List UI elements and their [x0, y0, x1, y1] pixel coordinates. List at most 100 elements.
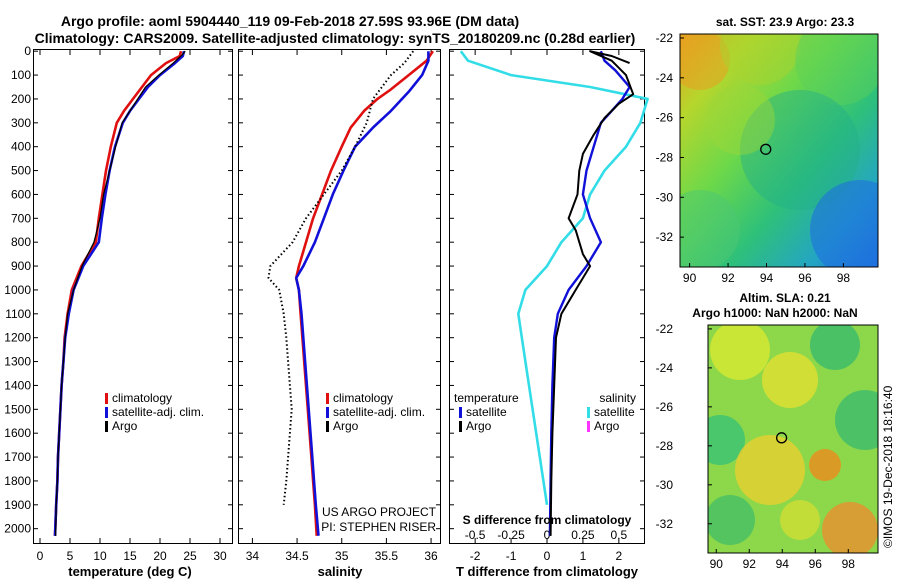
depth-tick-label: 1500 [4, 402, 31, 416]
depth-tick-label: 700 [11, 211, 31, 225]
sst-field-patch [680, 34, 730, 90]
sst-field-patch [810, 180, 878, 267]
x2-tick-label: -0.25 [497, 528, 525, 542]
sla-map-subtitle: Argo h1000: NaN h2000: NaN [692, 306, 857, 320]
sst-map-panel: sat. SST: 23.9 Argo: 23.3 90 92 94 96 98 -22 -… [656, 15, 879, 285]
x2-tick-label: 0.25 [571, 528, 595, 542]
sla-field-patch [708, 495, 755, 545]
legend-label: satellite [466, 405, 507, 419]
x-tick-label: 34.5 [285, 549, 309, 563]
x2-tick-label: 0 [544, 528, 551, 542]
x-tick-label: 25 [183, 549, 197, 563]
map-x-tick-label: 94 [760, 271, 774, 285]
map-y-tick-label: -26 [656, 111, 674, 125]
map-x-tick-label: 92 [743, 557, 757, 571]
map-y-tick-label: -22 [656, 31, 674, 45]
map-y-tick-label: -32 [656, 517, 674, 531]
x-tick-label: 1 [580, 549, 587, 563]
map-y-tick-label: -24 [656, 71, 674, 85]
legend-label: satellite [594, 405, 635, 419]
sla-field-patch [810, 325, 860, 370]
salinity-difference-satellite-line [459, 50, 649, 505]
sst-field-patch [740, 90, 860, 210]
map-x-tick-label: 94 [776, 557, 790, 571]
depth-tick-label: 1800 [4, 474, 31, 488]
depth-tick-label: 1200 [4, 331, 31, 345]
map-x-tick-label: 90 [710, 557, 724, 571]
legend-swatch [326, 393, 329, 404]
depth-tick-label: 1700 [4, 450, 31, 464]
x2-tick-label: -0.5 [465, 528, 486, 542]
map-y-tick-label: -22 [656, 322, 674, 336]
map-y-tick-label: -28 [656, 439, 674, 453]
legend-label: Argo [594, 419, 620, 433]
sla-field-patch [735, 435, 805, 505]
x-tick-label: -2 [470, 549, 481, 563]
difference-x2label: S difference from climatology [463, 513, 632, 527]
legend-label: satellite-adj. clim. [333, 405, 425, 419]
sst-field-patch [705, 85, 775, 155]
sst-field-patch [720, 34, 800, 85]
map-y-tick-label: -26 [656, 400, 674, 414]
x-tick-label: 2 [616, 549, 623, 563]
map-y-tick-label: -30 [656, 478, 674, 492]
credit-line1: US ARGO PROJECT [322, 505, 437, 519]
salinity-line-satellite-adj-clim- [294, 51, 430, 536]
x-tick-label: 30 [213, 549, 227, 563]
temperature-line-argo [54, 50, 186, 536]
depth-tick-label: 100 [11, 68, 31, 82]
legend-swatch [105, 407, 108, 418]
legend-swatch [459, 421, 462, 432]
map-y-tick-label: -30 [656, 190, 674, 204]
salinity-panel: 34 34.5 35 35.5 36 salinity climatologysatel… [238, 49, 441, 579]
depth-tick-label: 1000 [4, 283, 31, 297]
legend-label: climatology [333, 391, 393, 405]
difference-legend: temperature salinitysatelliteArgosatellit… [454, 391, 636, 433]
salinity-line-climatology [294, 50, 434, 536]
x-tick-label: -1 [506, 549, 517, 563]
sla-field-patch [762, 352, 818, 408]
legend-label: climatology [112, 391, 172, 405]
depth-tick-label: 200 [11, 92, 31, 106]
legend-label: Argo [112, 419, 138, 433]
sla-field-patch [710, 325, 770, 380]
map-y-tick-label: -32 [656, 230, 674, 244]
legend-header-temperature: temperature [454, 391, 519, 405]
difference-series [459, 50, 649, 536]
figure-title-line2: Climatology: CARS2009. Satellite-adjuste… [35, 30, 636, 46]
salinity-plot-frame [238, 49, 441, 544]
temperature-difference-argo-line [549, 50, 635, 536]
legend-swatch [105, 393, 108, 404]
depth-tick-label: 400 [11, 140, 31, 154]
x-tick-label: 35 [335, 549, 349, 563]
depth-tick-label: 1400 [4, 378, 31, 392]
depth-tick-label: 0 [24, 44, 31, 58]
sla-map-panel: Altim. SLA: 0.21 Argo h1000: NaN h2000: … [656, 291, 879, 571]
legend-swatch [105, 421, 108, 432]
x-tick-label: 20 [153, 549, 167, 563]
map-x-tick-label: 98 [842, 557, 856, 571]
depth-tick-label: 600 [11, 187, 31, 201]
temperature-x-ticks: 0 5 10 15 20 25 30 [34, 50, 232, 563]
map-x-tick-label: 98 [837, 271, 851, 285]
temperature-difference-satellite-line [548, 50, 631, 536]
credit-line2: PI: STEPHEN RISER [321, 520, 436, 534]
depth-tick-label: 800 [11, 235, 31, 249]
depth-tick-label: 1100 [5, 307, 31, 321]
x-tick-label: 15 [123, 549, 137, 563]
sst-heatmap [680, 34, 878, 267]
difference-panel: -2 -1 0 1 2 -0.5 -0.25 0 0.25 0.5 T difference fr… [449, 49, 649, 579]
sst-map-ticks: 90 92 94 96 98 -22 -24 -26 -28 -30 -32 [656, 31, 851, 285]
legend-label: Argo [333, 419, 359, 433]
temperature-plot-frame [33, 49, 233, 544]
temperature-panel: 0 5 10 15 20 25 30 temperature (deg C) climato… [33, 49, 233, 579]
salinity-xlabel: salinity [318, 564, 364, 579]
sla-field-patch [809, 449, 841, 481]
sla-field-patch [835, 390, 878, 450]
legend-swatch [587, 421, 590, 432]
legend-swatch [587, 407, 590, 418]
difference-xlabel: T difference from climatology [456, 564, 639, 579]
x-tick-label: 35.5 [375, 549, 399, 563]
legend-label: Argo [466, 419, 492, 433]
